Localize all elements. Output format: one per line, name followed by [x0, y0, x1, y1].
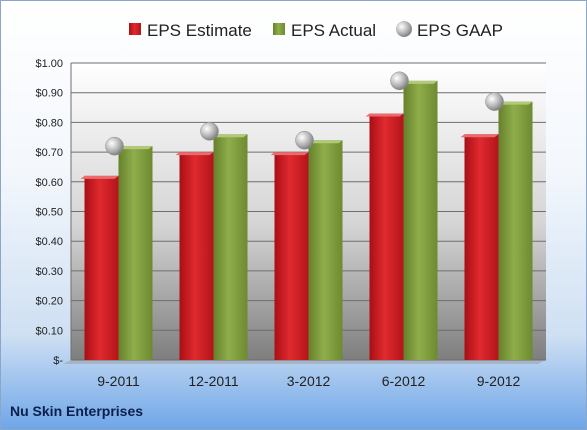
- legend-swatch-actual: [273, 23, 285, 35]
- legend-label-gaap: EPS GAAP: [417, 21, 503, 40]
- legend-marker-gaap: [396, 21, 412, 37]
- bar-top-eps-estimate: [80, 175, 119, 179]
- marker-eps-gaap: [105, 136, 124, 156]
- bar-eps-estimate: [464, 134, 499, 360]
- bar-top-eps-actual: [399, 80, 438, 84]
- legend-label-estimate: EPS Estimate: [147, 21, 252, 40]
- bar-eps-actual: [308, 140, 343, 360]
- plot-floor: [63, 360, 546, 364]
- x-tick-label: 12-2011: [188, 373, 239, 389]
- x-tick-label: 3-2012: [287, 373, 331, 389]
- x-tick-label: 9-2011: [97, 373, 140, 389]
- y-tick-label: $0.70: [35, 147, 63, 159]
- bar-top-eps-estimate: [175, 152, 214, 156]
- bar-top-eps-estimate: [365, 113, 404, 117]
- y-tick-label: $0.40: [35, 236, 63, 248]
- y-tick-label: $0.30: [35, 266, 63, 278]
- x-tick-label: 6-2012: [382, 373, 426, 389]
- y-tick-label: $1.00: [35, 58, 63, 70]
- marker-eps-gaap: [390, 71, 409, 91]
- bar-top-eps-actual: [304, 140, 343, 144]
- legend: EPS Estimate EPS Actual EPS GAAP: [129, 21, 503, 40]
- y-tick-label: $-: [53, 355, 63, 367]
- bar-top-eps-actual: [494, 101, 533, 105]
- y-tick-label: $0.10: [35, 325, 63, 337]
- marker-eps-gaap: [485, 92, 504, 111]
- bar-eps-estimate: [84, 175, 119, 360]
- y-tick-label: $0.90: [35, 88, 63, 100]
- bar-eps-actual: [403, 80, 438, 360]
- bar-eps-estimate: [274, 152, 309, 360]
- x-tick-label: 9-2012: [477, 373, 521, 389]
- y-tick-label: $0.20: [35, 296, 63, 308]
- bar-top-eps-estimate: [270, 152, 309, 156]
- bar-eps-actual: [498, 101, 533, 361]
- marker-eps-gaap: [200, 122, 219, 141]
- y-tick-label: $0.60: [35, 177, 63, 189]
- marker-eps-gaap: [295, 130, 314, 150]
- bar-top-eps-actual: [114, 146, 153, 150]
- bar-eps-estimate: [369, 113, 404, 361]
- bar-eps-estimate: [179, 152, 214, 360]
- y-tick-label: $0.80: [35, 117, 63, 129]
- legend-label-actual: EPS Actual: [291, 21, 376, 40]
- bar-top-eps-actual: [209, 134, 248, 138]
- bar-top-eps-estimate: [460, 134, 499, 138]
- legend-swatch-estimate: [129, 23, 141, 35]
- eps-chart: EPS Estimate EPS Actual EPS GAAP $- $0.10…: [35, 21, 546, 389]
- y-tick-label: $0.50: [35, 207, 63, 219]
- bar-eps-actual: [118, 146, 153, 360]
- company-name: Nu Skin Enterprises: [10, 403, 144, 419]
- bar-eps-actual: [213, 134, 248, 360]
